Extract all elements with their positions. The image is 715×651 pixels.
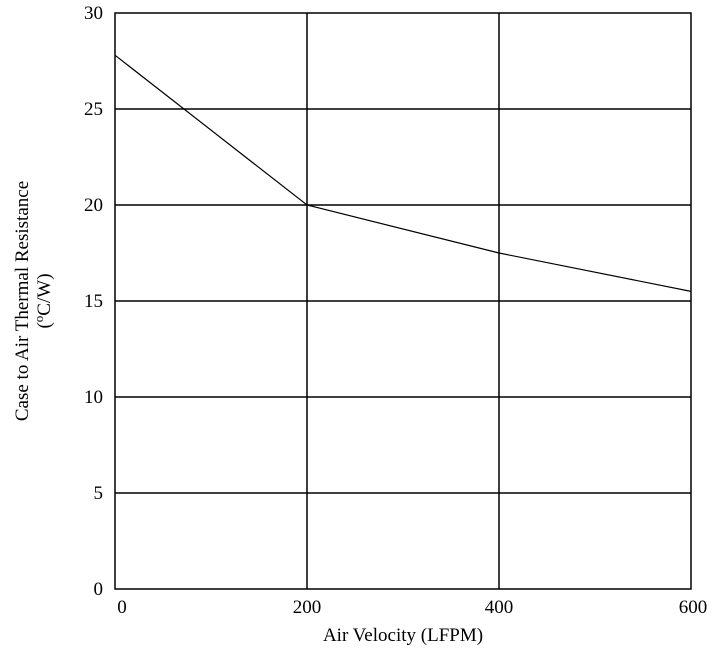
series-line — [114, 54, 692, 292]
y-tick-label-3: 15 — [84, 291, 103, 312]
y-axis-label-degree: o — [31, 316, 46, 323]
y-tick-label-0: 0 — [94, 579, 104, 600]
y-tick-label-1: 5 — [94, 483, 104, 504]
y-axis-label-unit: C/W) — [34, 273, 55, 315]
x-tick-label-0: 0 — [117, 597, 127, 618]
y-axis-label-open: ( — [34, 322, 55, 328]
x-axis-label: Air Velocity (LFPM) — [323, 625, 483, 646]
x-tick-label-2: 400 — [485, 597, 514, 618]
x-tick-label-1: 200 — [293, 597, 322, 618]
y-tick-label-2: 10 — [84, 387, 103, 408]
y-axis-label: Case to Air Thermal Resistance (oC/W) — [12, 181, 55, 421]
x-tick-labels: 0 200 400 600 — [117, 597, 707, 618]
plot-frame — [114, 12, 692, 590]
grid-lines — [115, 13, 691, 589]
y-tick-label-5: 25 — [84, 99, 103, 120]
y-tick-label-6: 30 — [84, 3, 103, 24]
y-axis-label-line2: (oC/W) — [31, 273, 55, 328]
y-axis-label-line1: Case to Air Thermal Resistance — [12, 181, 33, 421]
y-tick-labels: 0 5 10 15 20 25 30 — [84, 3, 103, 600]
x-tick-label-3: 600 — [679, 597, 708, 618]
y-tick-label-4: 20 — [84, 195, 103, 216]
